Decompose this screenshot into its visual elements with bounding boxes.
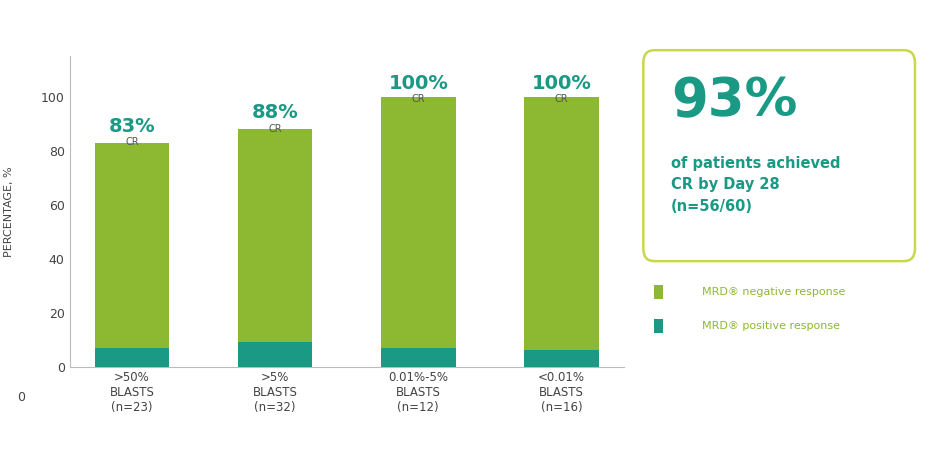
Bar [381,348,455,367]
Bar [95,143,169,348]
Text: 0: 0 [18,392,25,404]
Text: 100%: 100% [388,74,449,93]
Bar [238,342,312,367]
Text: MRD® negative response: MRD® negative response [702,287,844,297]
Bar [238,129,312,342]
Text: of patients achieved
CR by Day 28
(n=56/60): of patients achieved CR by Day 28 (n=56/… [671,156,841,214]
Bar [381,97,455,348]
FancyBboxPatch shape [654,319,663,333]
Text: 100%: 100% [531,74,591,93]
Text: MRD® positive response: MRD® positive response [702,321,840,331]
Text: CR: CR [125,137,139,147]
Bar [95,348,169,367]
Bar [525,351,599,367]
Y-axis label: PERCENTAGE, %: PERCENTAGE, % [4,166,14,257]
Text: 83%: 83% [108,117,155,136]
Text: 88%: 88% [252,103,298,123]
Text: CR: CR [412,94,425,104]
Bar [525,97,599,351]
Text: CR: CR [554,94,568,104]
FancyBboxPatch shape [643,50,915,261]
Text: CR: CR [268,124,282,134]
Text: 93%: 93% [671,75,797,127]
FancyBboxPatch shape [654,285,663,299]
